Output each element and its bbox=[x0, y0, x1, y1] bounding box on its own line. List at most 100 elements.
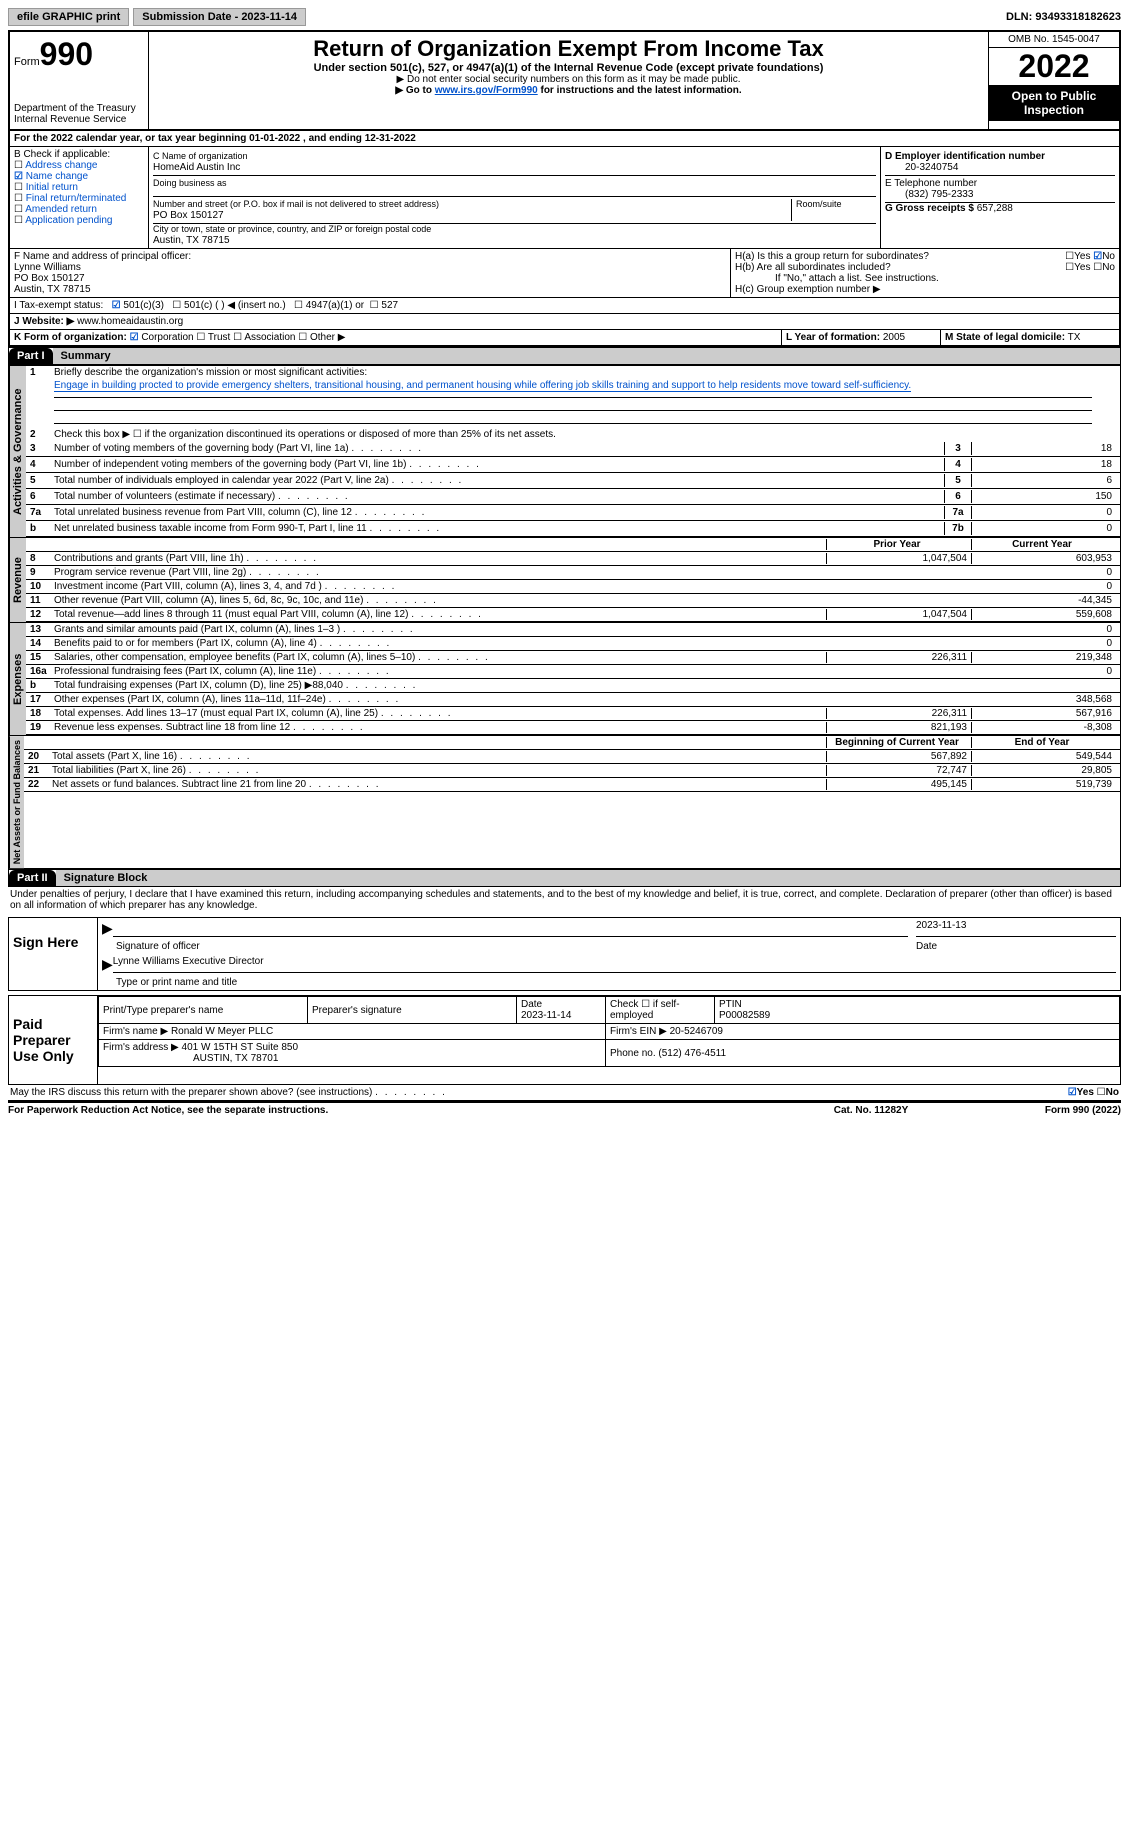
gross-receipts: 657,288 bbox=[977, 203, 1013, 214]
website[interactable]: www.homeaidaustin.org bbox=[77, 316, 183, 327]
firm-name: Ronald W Meyer PLLC bbox=[171, 1026, 273, 1037]
sign-here-label: Sign Here bbox=[9, 918, 98, 990]
org-name: HomeAid Austin Inc bbox=[153, 162, 240, 173]
ein: 20-3240754 bbox=[885, 162, 958, 173]
summary-row: 6Total number of volunteers (estimate if… bbox=[26, 489, 1120, 505]
phone-label: Phone no. bbox=[610, 1048, 656, 1059]
p-name-label: Print/Type preparer's name bbox=[99, 997, 308, 1024]
goto-line: ▶ Go to www.irs.gov/Form990 for instruct… bbox=[153, 85, 984, 96]
m-label: M State of legal domicile: bbox=[945, 332, 1065, 343]
paid-preparer-block: Paid Preparer Use Only Print/Type prepar… bbox=[8, 995, 1121, 1085]
i-501c3: 501(c)(3) bbox=[123, 300, 164, 311]
summary-row: 12Total revenue—add lines 8 through 11 (… bbox=[26, 608, 1120, 622]
p-check: Check ☐ if self-employed bbox=[606, 997, 715, 1024]
i-label: I Tax-exempt status: bbox=[14, 300, 103, 311]
footer-right: Form 990 (2022) bbox=[971, 1105, 1121, 1116]
summary-row: 5Total number of individuals employed in… bbox=[26, 473, 1120, 489]
summary-section: Activities & Governance 1Briefly describ… bbox=[8, 365, 1121, 538]
k-label: K Form of organization: bbox=[14, 332, 127, 343]
officer-name-title: Lynne Williams Executive Director bbox=[113, 956, 1116, 973]
discuss-no: No bbox=[1106, 1087, 1119, 1098]
ha-no: No bbox=[1102, 251, 1115, 262]
i-527: 527 bbox=[381, 300, 398, 311]
vlabel-governance: Activities & Governance bbox=[9, 366, 26, 537]
hdr-beg: Beginning of Current Year bbox=[826, 737, 972, 748]
form-number: 990 bbox=[40, 36, 93, 72]
part2-label: Part II bbox=[9, 870, 56, 886]
summary-row: 4Number of independent voting members of… bbox=[26, 457, 1120, 473]
e-label: E Telephone number bbox=[885, 178, 977, 189]
k-other: Other ▶ bbox=[310, 332, 345, 343]
summary-row: 22Net assets or fund balances. Subtract … bbox=[24, 778, 1120, 792]
part1-label: Part I bbox=[9, 348, 53, 364]
l2-text: Check this box ▶ ☐ if the organization d… bbox=[54, 429, 1116, 440]
b-check-item[interactable]: ☐ Application pending bbox=[14, 215, 144, 226]
summary-row: bNet unrelated business taxable income f… bbox=[26, 521, 1120, 537]
part1-title: Summary bbox=[53, 348, 1120, 364]
summary-row: 20Total assets (Part X, line 16) 567,892… bbox=[24, 750, 1120, 764]
summary-row: 15Salaries, other compensation, employee… bbox=[26, 651, 1120, 665]
paid-prep-label: Paid Preparer Use Only bbox=[9, 996, 98, 1084]
summary-row: 10Investment income (Part VIII, column (… bbox=[26, 580, 1120, 594]
l-label: L Year of formation: bbox=[786, 332, 880, 343]
i-501c: 501(c) ( ) ◀ (insert no.) bbox=[184, 300, 286, 311]
hdr-prior: Prior Year bbox=[826, 539, 972, 550]
revenue-section: Revenue Prior YearCurrent Year 8Contribu… bbox=[8, 538, 1121, 623]
footer-mid: Cat. No. 11282Y bbox=[771, 1105, 971, 1116]
c-name-label: C Name of organization bbox=[153, 151, 248, 161]
k-assoc: Association bbox=[244, 332, 295, 343]
state-domicile: TX bbox=[1068, 332, 1081, 343]
summary-row: 9Program service revenue (Part VIII, lin… bbox=[26, 566, 1120, 580]
b-check-item[interactable]: ☐ Address change bbox=[14, 160, 144, 171]
irs-label: Internal Revenue Service bbox=[14, 114, 144, 125]
b-check-item[interactable]: ☐ Final return/terminated bbox=[14, 193, 144, 204]
b-check-item[interactable]: ☐ Initial return bbox=[14, 182, 144, 193]
hb-no: No bbox=[1102, 262, 1115, 273]
submission-date: Submission Date - 2023-11-14 bbox=[133, 8, 306, 26]
org-addr: PO Box 150127 bbox=[153, 210, 224, 221]
k-corp: Corporation bbox=[141, 332, 193, 343]
officer-addr2: Austin, TX 78715 bbox=[14, 284, 726, 295]
ptin: P00082589 bbox=[719, 1010, 770, 1021]
section-deg: D Employer identification number20-32407… bbox=[881, 147, 1119, 248]
open-public: Open to Public Inspection bbox=[989, 85, 1119, 121]
section-i: I Tax-exempt status: ☑ 501(c)(3) ☐ 501(c… bbox=[8, 298, 1121, 314]
summary-row: 17Other expenses (Part IX, column (A), l… bbox=[26, 693, 1120, 707]
section-bcd: B Check if applicable: ☐ Address change☑… bbox=[8, 147, 1121, 249]
form-label: Form bbox=[14, 56, 40, 68]
top-bar: efile GRAPHIC print Submission Date - 20… bbox=[8, 8, 1121, 26]
ssn-warning: ▶ Do not enter social security numbers o… bbox=[153, 74, 984, 85]
goto-post: for instructions and the latest informat… bbox=[538, 85, 742, 96]
hb-label: H(b) Are all subordinates included? bbox=[735, 262, 1065, 273]
p-sig-label: Preparer's signature bbox=[308, 997, 517, 1024]
sign-here-block: Sign Here ▶2023-11-13 Signature of offic… bbox=[8, 917, 1121, 991]
summary-row: 7aTotal unrelated business revenue from … bbox=[26, 505, 1120, 521]
discuss-line: May the IRS discuss this return with the… bbox=[8, 1085, 1121, 1101]
g-label: G Gross receipts $ bbox=[885, 203, 974, 214]
summary-row: 8Contributions and grants (Part VIII, li… bbox=[26, 552, 1120, 566]
ha-yes: Yes bbox=[1074, 251, 1090, 262]
firm-name-label: Firm's name ▶ bbox=[103, 1026, 168, 1037]
main-title: Return of Organization Exempt From Incom… bbox=[153, 36, 984, 62]
part2-title: Signature Block bbox=[56, 870, 1120, 886]
part1-header: Part I Summary bbox=[8, 347, 1121, 365]
b-check-item[interactable]: ☑ Name change bbox=[14, 171, 144, 182]
summary-row: 16aProfessional fundraising fees (Part I… bbox=[26, 665, 1120, 679]
firm-ein-label: Firm's EIN ▶ bbox=[610, 1026, 667, 1037]
section-j: J Website: ▶ www.homeaidaustin.org bbox=[8, 314, 1121, 330]
summary-row: 13Grants and similar amounts paid (Part … bbox=[26, 623, 1120, 637]
efile-button[interactable]: efile GRAPHIC print bbox=[8, 8, 129, 26]
line-a: For the 2022 calendar year, or tax year … bbox=[8, 131, 1121, 147]
irs-link[interactable]: www.irs.gov/Form990 bbox=[435, 85, 538, 96]
summary-row: 14Benefits paid to or for members (Part … bbox=[26, 637, 1120, 651]
hc-label: H(c) Group exemption number ▶ bbox=[735, 284, 1115, 295]
summary-row: 3Number of voting members of the governi… bbox=[26, 441, 1120, 457]
summary-row: bTotal fundraising expenses (Part IX, co… bbox=[26, 679, 1120, 693]
b-check-item[interactable]: ☐ Amended return bbox=[14, 204, 144, 215]
summary-row: 21Total liabilities (Part X, line 26) 72… bbox=[24, 764, 1120, 778]
section-h: H(a) Is this a group return for subordin… bbox=[731, 249, 1119, 297]
form-header: Form990 Department of the Treasury Inter… bbox=[8, 30, 1121, 131]
i-4947: 4947(a)(1) or bbox=[306, 300, 364, 311]
dba-label: Doing business as bbox=[153, 178, 227, 188]
tax-year: 2022 bbox=[989, 48, 1119, 85]
